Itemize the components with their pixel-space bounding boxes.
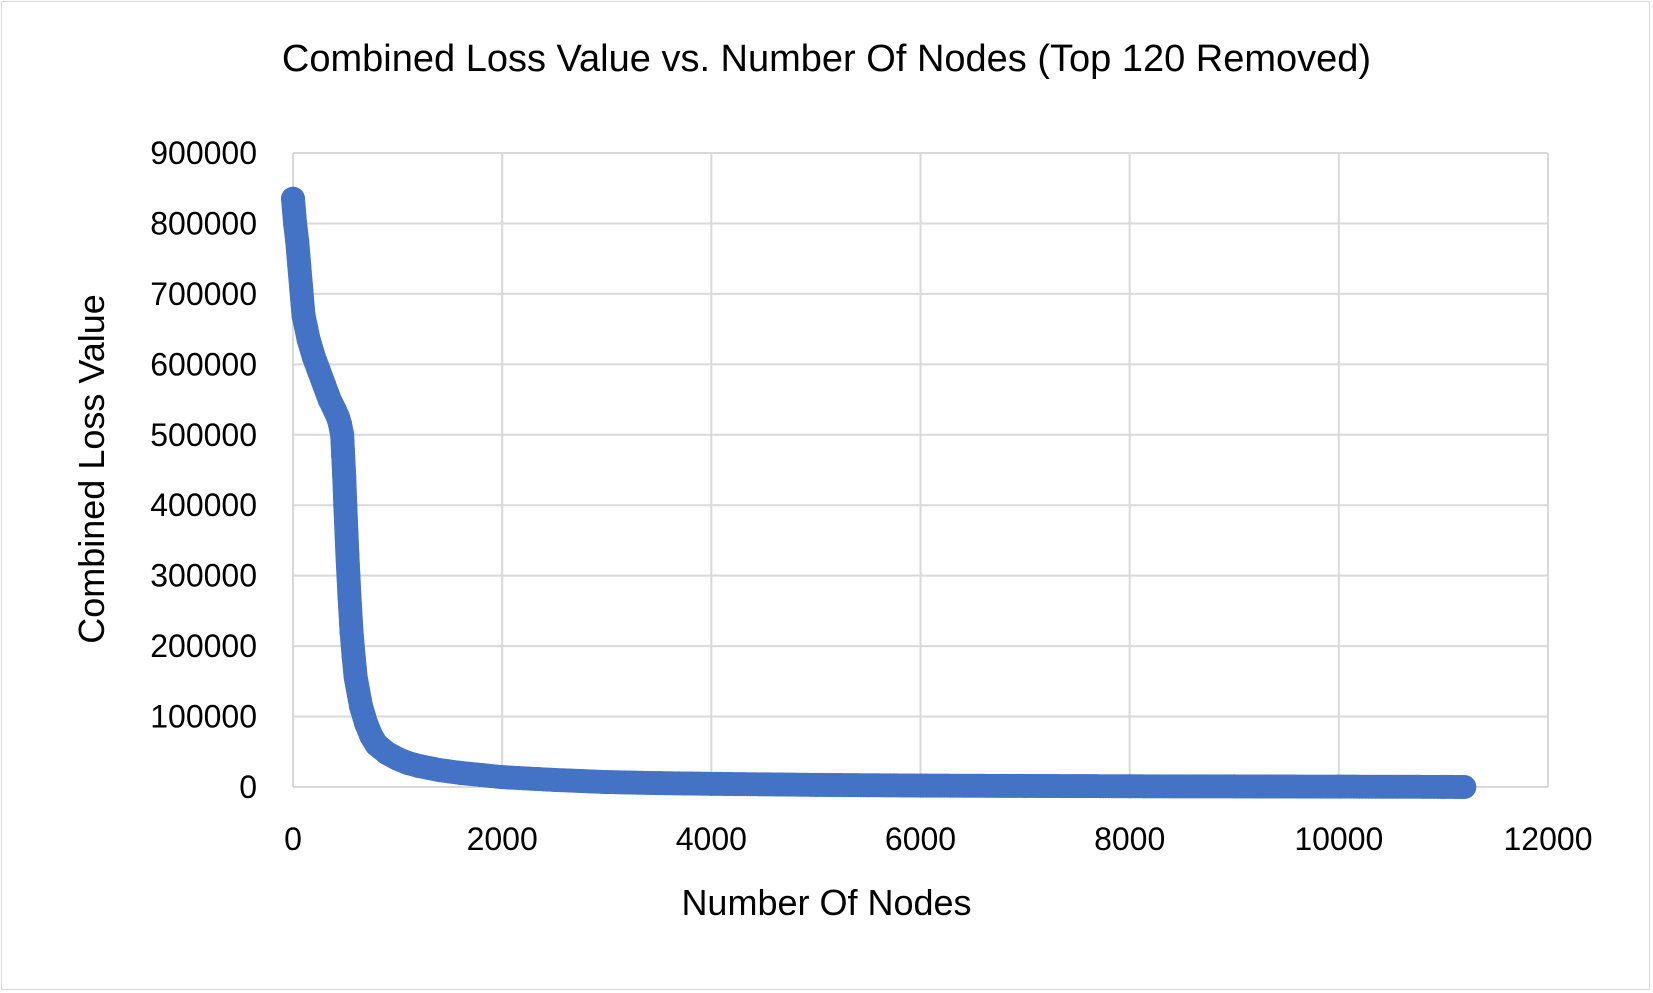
- y-tick-label: 500000: [150, 417, 257, 453]
- y-tick-label: 900000: [150, 135, 257, 171]
- data-point: [427, 758, 452, 783]
- y-tick-label: 200000: [150, 628, 257, 664]
- x-tick-label: 10000: [1294, 821, 1383, 857]
- data-point: [803, 772, 828, 797]
- data-point: [1013, 773, 1038, 798]
- data-point: [333, 493, 358, 518]
- data-point: [332, 465, 357, 490]
- data-point: [339, 620, 364, 645]
- x-tick-label: 0: [284, 821, 302, 857]
- x-axis-title: Number Of Nodes: [681, 882, 972, 923]
- data-point: [647, 771, 672, 796]
- data-point: [331, 443, 356, 468]
- data-point: [594, 770, 619, 795]
- data-point: [283, 211, 308, 236]
- y-axis-title: Combined Loss Value: [71, 294, 112, 644]
- data-point: [291, 303, 316, 328]
- data-point: [335, 542, 360, 567]
- data-point: [406, 753, 431, 778]
- data-point: [908, 773, 933, 798]
- data-point: [341, 644, 366, 669]
- x-tick-label: 2000: [467, 821, 538, 857]
- data-point: [287, 253, 312, 278]
- data-point: [330, 422, 355, 447]
- y-tick-label: 700000: [150, 276, 257, 312]
- data-point: [448, 760, 473, 785]
- y-tick-label: 300000: [150, 558, 257, 594]
- x-tick-label: 12000: [1504, 821, 1593, 857]
- data-point: [285, 229, 310, 254]
- y-tick-label: 0: [239, 769, 257, 805]
- y-tick-label: 100000: [150, 699, 257, 735]
- y-tick-label: 800000: [150, 205, 257, 241]
- y-tick-label: 600000: [150, 346, 257, 382]
- chart-title: Combined Loss Value vs. Number Of Nodes …: [281, 38, 1372, 80]
- x-tick-label: 4000: [676, 821, 747, 857]
- data-point: [281, 186, 305, 211]
- data-point: [1222, 774, 1247, 799]
- data-point: [1326, 774, 1351, 799]
- data-point: [699, 771, 724, 796]
- x-tick-label: 6000: [885, 821, 956, 857]
- data-point: [337, 584, 362, 609]
- x-tick-label: 8000: [1094, 821, 1165, 857]
- data-point: [542, 767, 567, 792]
- data-point: [469, 763, 494, 788]
- data-point: [1452, 775, 1477, 799]
- data-point: [343, 665, 368, 690]
- data-point: [490, 765, 515, 790]
- data-point: [1117, 774, 1142, 799]
- data-point: [289, 278, 314, 303]
- y-tick-label: 400000: [150, 487, 257, 523]
- data-point: [1431, 774, 1456, 799]
